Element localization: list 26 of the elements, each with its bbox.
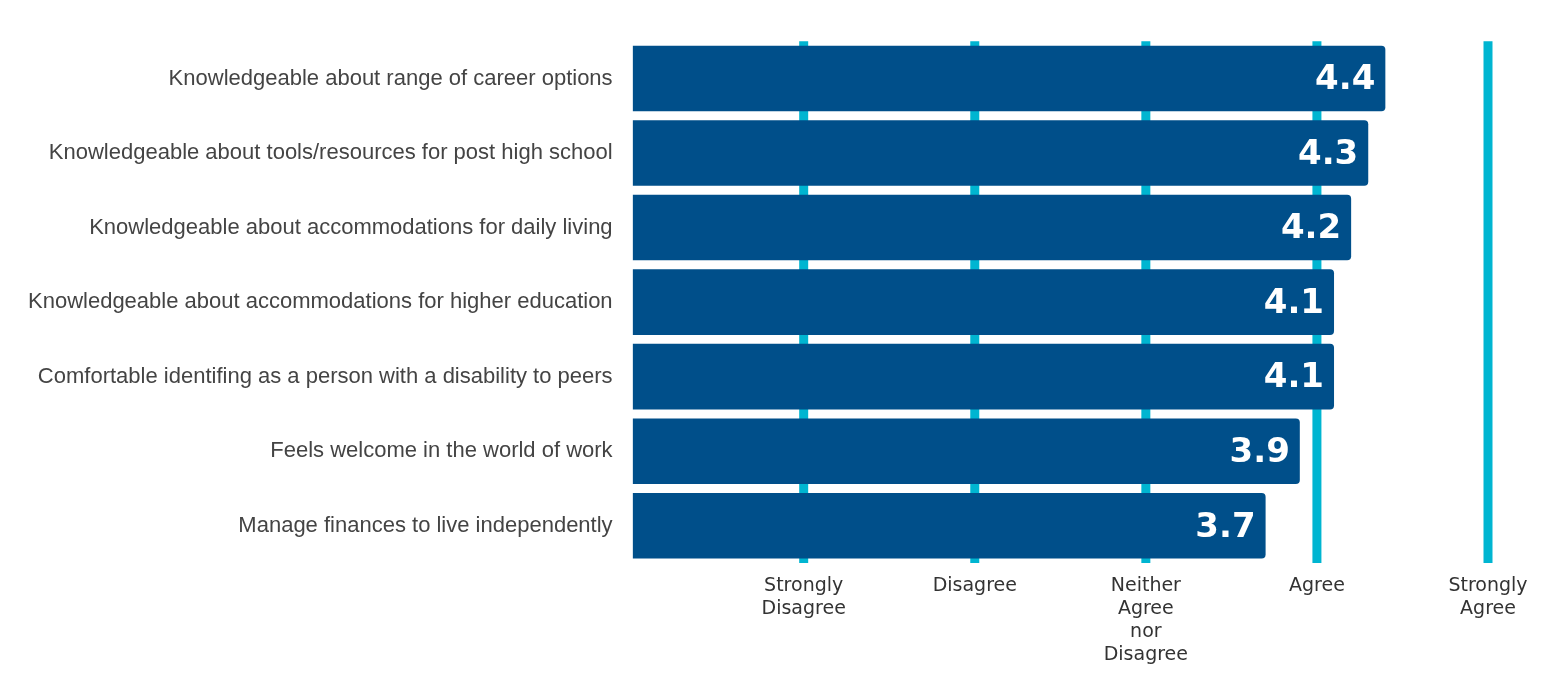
bar xyxy=(632,194,1352,261)
data-label: 4.2 xyxy=(1280,206,1342,247)
y-tick-label: Knowledgeable about range of career options xyxy=(168,64,613,90)
data-label: 4.1 xyxy=(1263,280,1325,321)
y-tick-label: Feels welcome in the world of work xyxy=(270,437,614,463)
ref-line-label: Agree xyxy=(1289,573,1345,596)
ref-line-label: Neither Agree nor Disagree xyxy=(1103,573,1188,665)
bar xyxy=(632,120,1369,186)
ref-line-label: Strongly Agree xyxy=(1448,573,1528,619)
y-tick-label: Knowledgeable about accommodations for daily living xyxy=(89,213,613,239)
bar xyxy=(632,492,1266,559)
bar xyxy=(632,343,1335,410)
y-tick-label: Manage finances to live independently xyxy=(238,511,613,537)
y-tick-label: Knowledgeable about accommodations for higher education xyxy=(27,288,613,314)
data-label: 3.9 xyxy=(1229,430,1290,471)
bar xyxy=(632,269,1335,335)
data-label: 4.4 xyxy=(1315,57,1376,98)
ref-line-label: Strongly Disagree xyxy=(761,573,846,619)
y-tick-label: Comfortable identifing as a person with a disability to peers xyxy=(37,362,613,388)
y-tick-label: Knowledgeable about tools/resources for post high school xyxy=(48,139,613,165)
data-label: 4.1 xyxy=(1263,355,1325,396)
bar xyxy=(632,418,1300,484)
bar xyxy=(632,45,1386,112)
ref-line-label: Disagree xyxy=(932,573,1017,596)
data-label: 4.3 xyxy=(1298,131,1359,172)
data-label: 3.7 xyxy=(1195,504,1256,545)
